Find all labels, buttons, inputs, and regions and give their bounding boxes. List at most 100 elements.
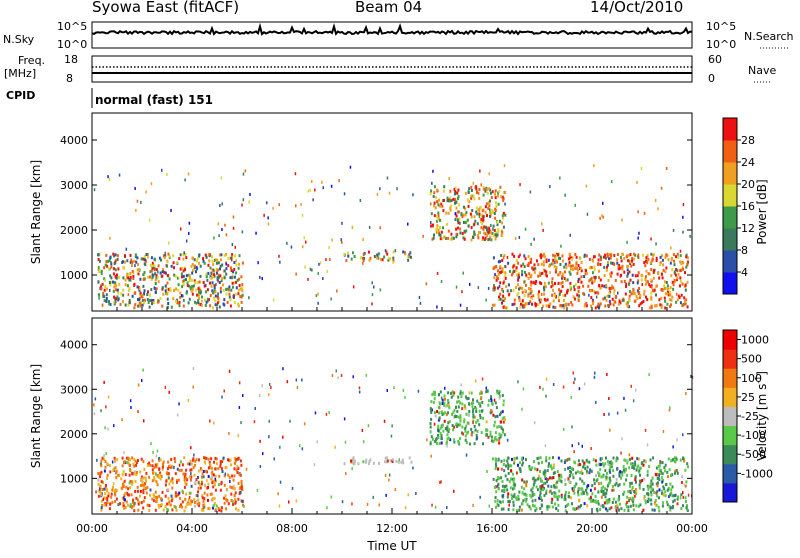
power-echo-cell — [527, 287, 530, 290]
power-echo-cell — [590, 266, 593, 270]
power-echo-cell — [315, 294, 318, 298]
velocity-echo-cell — [537, 461, 540, 465]
velocity-echo-cell — [648, 465, 651, 468]
power-echo-cell — [362, 259, 365, 262]
power-echo-cell — [233, 268, 236, 271]
power-echo-cell — [568, 252, 571, 256]
power-echo-cell — [541, 222, 543, 226]
power-echo-cell — [536, 259, 538, 263]
velocity-echo-cell — [214, 483, 216, 487]
velocity-echo-cell — [466, 421, 469, 425]
velocity-echo-cell — [214, 456, 217, 460]
velocity-echo-cell — [140, 478, 142, 481]
power-echo-cell — [97, 253, 100, 257]
velocity-echo-cell — [493, 438, 496, 442]
power-echo-cell — [112, 280, 114, 284]
power-echo-cell — [682, 230, 684, 234]
power-echo-cell — [570, 258, 573, 261]
velocity-echo-cell — [510, 464, 513, 468]
power-echo-cell — [665, 253, 668, 257]
power-echo-cell — [317, 271, 319, 275]
velocity-echo-cell — [171, 479, 174, 483]
velocity-echo-cell — [120, 477, 123, 481]
power-echo-cell — [571, 256, 574, 260]
power-echo-cell — [153, 264, 156, 268]
power-echo-cell — [499, 265, 502, 269]
power-echo-cell — [562, 294, 565, 298]
velocity-echo-cell — [499, 500, 502, 504]
power-echo-cell — [103, 277, 106, 281]
velocity-echo-cell — [673, 459, 676, 463]
velocity-echo-cell — [632, 465, 635, 469]
velocity-echo-cell — [168, 482, 171, 486]
power-echo-cell — [182, 253, 185, 257]
velocity-echo-cell — [447, 430, 450, 434]
power-echo-cell — [510, 273, 513, 277]
velocity-echo-cell — [457, 441, 460, 445]
power-echo-cell — [379, 226, 381, 230]
power-echo-cell — [613, 254, 616, 257]
power-echo-cell — [438, 198, 440, 202]
power-echo-cell — [561, 272, 564, 276]
power-echo-cell — [233, 261, 236, 264]
velocity-echo-cell — [651, 508, 654, 512]
power-echo-cell — [495, 234, 498, 238]
velocity-echo-cell — [669, 482, 672, 486]
power-echo-cell — [667, 290, 669, 294]
power-echo-cell — [150, 269, 153, 273]
power-echo-cell — [156, 300, 159, 304]
power-echo-cell — [182, 257, 185, 261]
velocity-echo-cell — [166, 507, 169, 511]
velocity-echo-cell — [232, 478, 235, 482]
velocity-echo-cell — [567, 477, 570, 481]
power-echo-cell — [208, 259, 211, 263]
velocity-echo-cell — [612, 474, 615, 478]
velocity-echo-cell — [158, 457, 161, 461]
power-echo-cell — [134, 253, 137, 257]
velocity-echo-cell — [110, 492, 113, 496]
power-echo-cell — [231, 255, 234, 259]
velocity-echo-cell — [594, 459, 597, 463]
velocity-echo-cell — [560, 475, 563, 479]
power-echo-cell — [112, 272, 115, 276]
power-echo-cell — [470, 185, 473, 189]
velocity-echo-cell — [534, 509, 537, 513]
power-echo-cell — [651, 257, 654, 261]
velocity-echo-cell — [151, 497, 154, 501]
power-echo-cell — [138, 298, 141, 302]
velocity-echo-cell — [511, 497, 513, 500]
velocity-echo-cell — [471, 405, 474, 409]
velocity-echo-cell — [498, 432, 501, 436]
velocity-echo-cell — [362, 440, 365, 444]
velocity-echo-cell — [451, 424, 454, 427]
power-echo-cell — [492, 266, 495, 270]
velocity-echo-cell — [156, 495, 158, 499]
velocity-echo-cell — [490, 409, 493, 413]
power-echo-cell — [543, 297, 546, 301]
velocity-echo-cell — [401, 458, 404, 462]
velocity-echo-cell — [456, 425, 459, 428]
power-echo-cell — [484, 205, 487, 209]
power-echo-cell — [609, 256, 612, 260]
velocity-echo-cell — [459, 389, 462, 393]
velocity-echo-cell — [126, 461, 129, 464]
velocity-echo-cell — [545, 377, 548, 381]
power-echo-cell — [158, 256, 161, 260]
velocity-echo-cell — [513, 482, 516, 486]
power-echo-cell — [633, 257, 635, 261]
power-echo-cell — [433, 204, 436, 208]
power-echo-cell — [682, 203, 685, 207]
velocity-echo-cell — [468, 391, 470, 395]
power-echo-cell — [183, 278, 186, 282]
velocity-echo-cell — [237, 434, 240, 438]
velocity-echo-cell — [650, 479, 653, 483]
velocity-echo-cell — [647, 492, 650, 496]
velocity-echo-cell — [608, 481, 611, 485]
power-echo-cell — [523, 280, 526, 284]
velocity-echo-cell — [206, 493, 209, 497]
velocity-echo-cell — [499, 435, 502, 439]
velocity-echo-cell — [132, 462, 135, 466]
power-echo-cell — [640, 273, 643, 277]
power-echo-cell — [154, 291, 157, 294]
velocity-echo-cell — [107, 427, 109, 431]
